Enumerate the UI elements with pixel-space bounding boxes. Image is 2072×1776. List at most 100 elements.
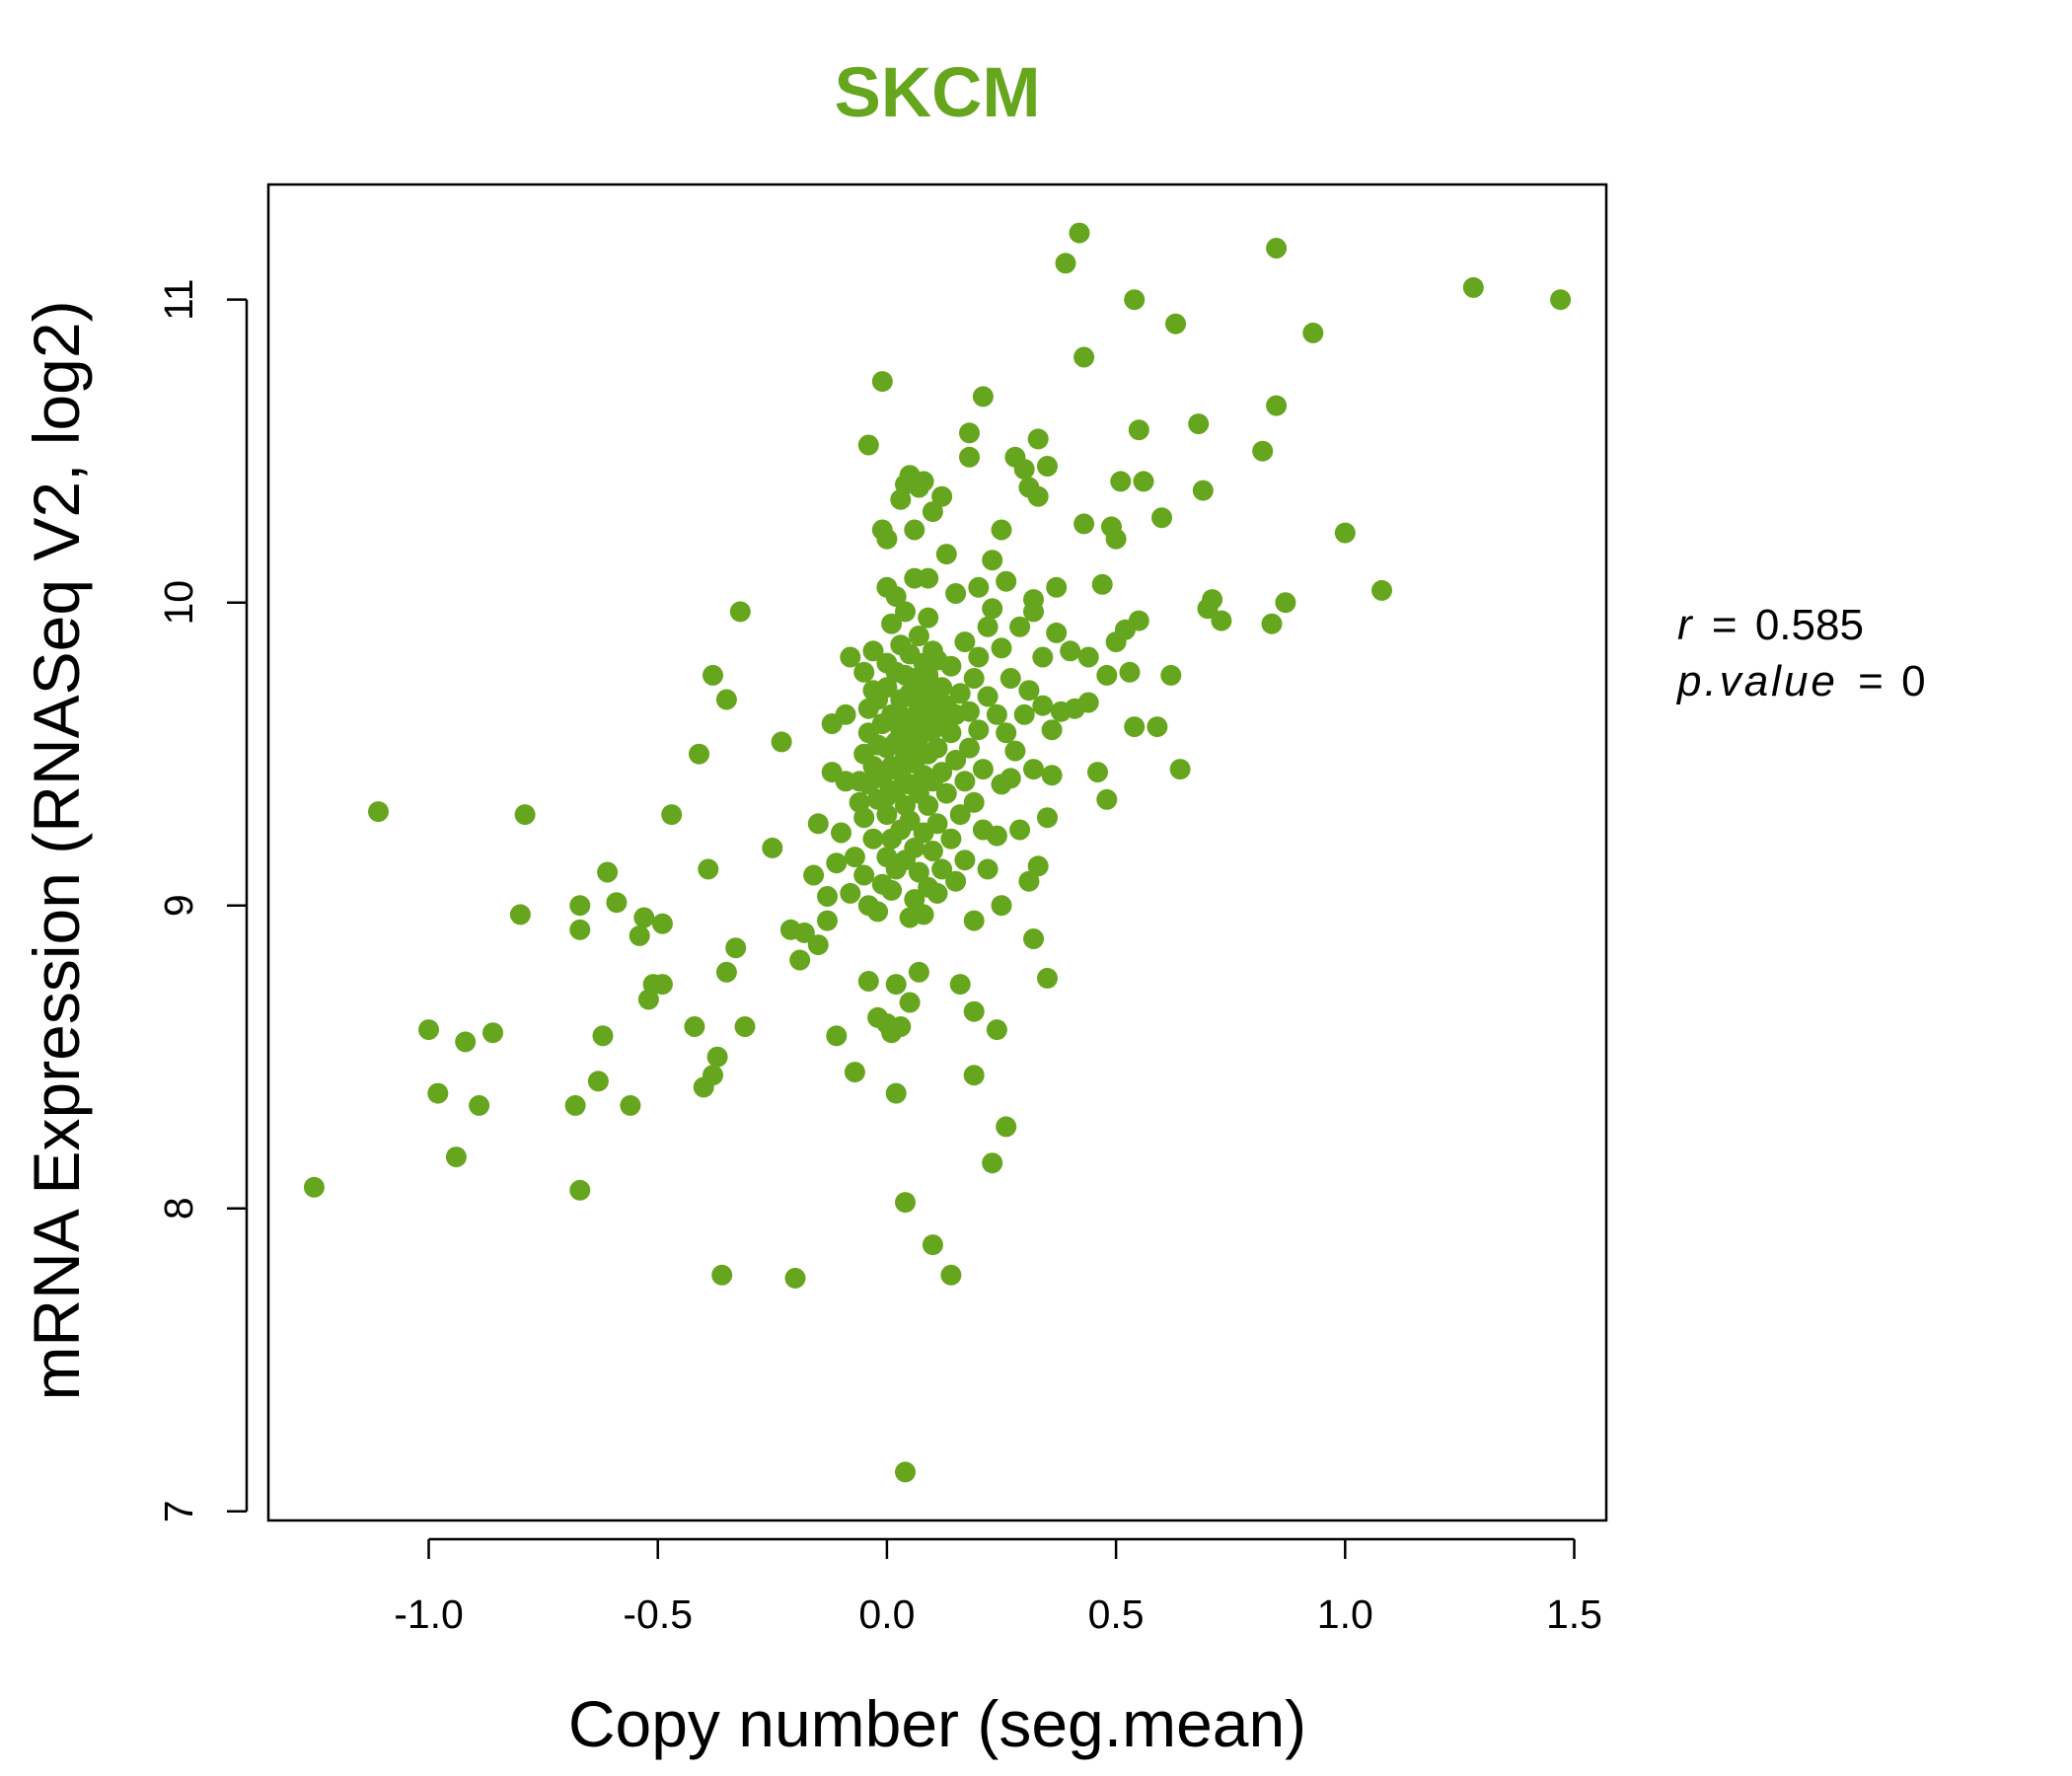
y-tick-label: 7 [156, 1500, 201, 1522]
data-point [972, 386, 994, 407]
data-point [904, 837, 925, 858]
data-point [871, 371, 893, 393]
data-point [890, 1016, 912, 1037]
data-point [963, 910, 985, 931]
data-point [876, 528, 898, 550]
data-point [1091, 573, 1113, 595]
data-point [1027, 428, 1049, 450]
y-tick-label: 10 [156, 580, 201, 626]
r-value: 0.585 [1755, 601, 1864, 649]
data-point [1023, 589, 1044, 611]
data-point [1252, 440, 1274, 462]
data-point [1128, 419, 1149, 441]
data-point [826, 1025, 848, 1047]
data-point [968, 576, 990, 598]
data-point [885, 974, 907, 996]
data-point [629, 925, 650, 946]
data-point [661, 804, 683, 826]
data-point [954, 631, 976, 653]
data-point [908, 961, 929, 983]
data-point [991, 519, 1012, 541]
data-point [1009, 616, 1031, 637]
data-point [597, 861, 619, 883]
data-point [959, 422, 980, 444]
data-point [922, 1234, 943, 1256]
data-point [940, 655, 962, 677]
data-point [853, 807, 875, 829]
data-point [881, 613, 903, 634]
chart-title: SKCM [834, 54, 1040, 132]
x-tick-label: -0.5 [623, 1591, 693, 1637]
data-point [1027, 485, 1049, 507]
data-point [991, 637, 1012, 659]
data-point [715, 961, 737, 983]
data-point [862, 640, 884, 662]
data-point [1160, 664, 1182, 686]
data-point [1009, 819, 1031, 841]
data-point [826, 852, 848, 874]
data-point [1060, 640, 1081, 662]
data-point [1302, 322, 1324, 343]
data-point [999, 668, 1021, 689]
data-point [831, 822, 851, 844]
data-point [899, 992, 921, 1013]
data-point [918, 607, 939, 629]
y-tick-label: 11 [156, 278, 201, 321]
data-point [982, 598, 1003, 620]
data-point [569, 895, 591, 917]
data-point [835, 703, 856, 725]
data-point [982, 1152, 1003, 1174]
data-point [996, 1116, 1017, 1138]
data-point [1041, 719, 1063, 741]
data-point [918, 664, 939, 686]
data-point [996, 570, 1017, 592]
y-axis-label: mRNA Expression (RNASeq V2, log2) [20, 300, 93, 1400]
data-point [885, 586, 907, 608]
data-point [949, 804, 971, 826]
data-point [949, 974, 971, 996]
data-point [1462, 276, 1484, 298]
data-point [793, 922, 815, 943]
data-point [908, 861, 929, 883]
y-axis: 7 8 9 10 11 [156, 278, 249, 1522]
r-stat: r = 0.585 [1677, 601, 1864, 649]
y-tick-label: 9 [156, 894, 201, 917]
data-point [1096, 664, 1118, 686]
x-tick-label: 0.0 [858, 1591, 915, 1637]
data-point [959, 446, 980, 468]
data-point [620, 1094, 641, 1116]
data-point [1077, 646, 1099, 668]
data-point [817, 910, 838, 931]
data-point [1087, 762, 1108, 783]
data-point [844, 847, 865, 868]
data-point [931, 677, 953, 699]
data-point [853, 864, 875, 886]
x-tick-label: 0.5 [1088, 1591, 1145, 1637]
data-point [940, 722, 962, 744]
data-point [999, 768, 1021, 789]
data-point [469, 1094, 490, 1116]
data-point [968, 719, 990, 741]
data-point [840, 646, 861, 668]
data-point [1055, 253, 1076, 274]
data-point [977, 858, 999, 880]
data-point [1046, 576, 1068, 598]
data-point [1018, 680, 1040, 702]
data-point [895, 601, 916, 623]
data-point [569, 1179, 591, 1201]
data-point [711, 1264, 733, 1286]
data-point [991, 895, 1012, 917]
data-point [972, 759, 994, 780]
y-tick-label: 8 [156, 1197, 201, 1220]
data-point [1334, 522, 1356, 544]
x-axis: -1.0 -0.5 0.0 0.5 1.0 1.5 [394, 1537, 1602, 1637]
data-point [482, 1022, 503, 1044]
data-point [867, 901, 889, 923]
data-point [606, 892, 628, 914]
data-point [1013, 459, 1035, 481]
data-point [706, 1046, 728, 1068]
data-point [935, 782, 957, 804]
plot-frame [266, 183, 1608, 1522]
data-point [1037, 456, 1058, 477]
data-point [881, 879, 903, 901]
